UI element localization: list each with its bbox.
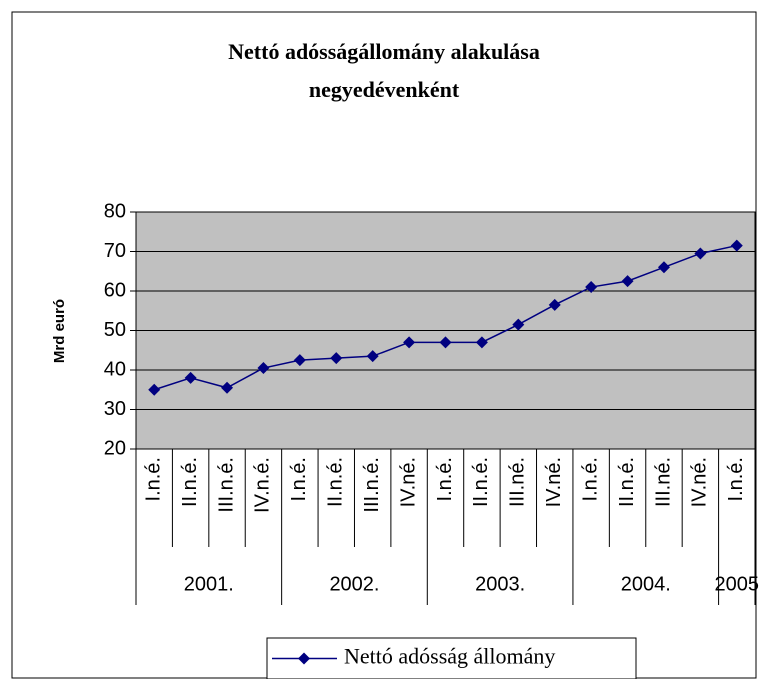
x-tick-label: IV.né. xyxy=(689,457,711,507)
x-tick-label: II.n.é. xyxy=(616,457,638,507)
y-axis-label: Mrd euró xyxy=(51,299,68,363)
y-tick-label: 40 xyxy=(104,358,126,380)
y-tick-label: 70 xyxy=(104,240,126,262)
marker xyxy=(548,298,561,311)
group-label: 2004. xyxy=(621,573,671,595)
marker xyxy=(257,362,270,375)
x-tick-label: IV.né. xyxy=(397,457,419,507)
x-tick-label: II.n.é. xyxy=(325,457,347,507)
x-tick-label: I.n.é. xyxy=(725,457,747,501)
marker xyxy=(585,281,598,294)
chart-title: negyedévenként xyxy=(309,77,460,102)
group-label: 2001. xyxy=(184,573,234,595)
x-tick-label: I.n.é. xyxy=(434,457,456,501)
marker xyxy=(403,336,416,349)
x-tick-label: IV.né. xyxy=(543,457,565,507)
group-label: 2003. xyxy=(475,573,525,595)
x-tick-label: II.n.é. xyxy=(470,457,492,507)
group-label: 2002. xyxy=(329,573,379,595)
marker xyxy=(694,247,707,260)
y-tick-label: 50 xyxy=(104,319,126,341)
x-tick-label: III.n.é. xyxy=(361,457,383,513)
x-tick-label: III.n.é. xyxy=(215,457,237,513)
x-tick-label: III.né. xyxy=(652,457,674,507)
chart-title: Nettó adósságállomány alakulása xyxy=(228,39,540,64)
group-label: 2005 xyxy=(715,573,760,595)
marker xyxy=(366,350,379,363)
marker xyxy=(475,336,488,349)
x-tick-label: I.n.é. xyxy=(288,457,310,501)
x-tick-label: I.n.é. xyxy=(142,457,164,501)
marker xyxy=(512,318,525,331)
x-tick-label: II.n.é. xyxy=(179,457,201,507)
y-tick-label: 60 xyxy=(104,279,126,301)
legend-marker xyxy=(298,652,310,665)
marker xyxy=(330,352,343,365)
marker xyxy=(657,261,670,274)
marker xyxy=(439,336,452,349)
marker xyxy=(293,354,306,367)
x-tick-label: III.né. xyxy=(507,457,529,507)
marker xyxy=(184,371,197,384)
marker xyxy=(148,383,161,396)
marker xyxy=(730,239,743,252)
x-tick-label: IV.n.é. xyxy=(252,457,274,513)
y-tick-label: 30 xyxy=(104,398,126,420)
marker xyxy=(621,275,634,288)
x-tick-label: I.n.é. xyxy=(579,457,601,501)
y-tick-label: 80 xyxy=(104,200,126,222)
legend-label: Nettó adósság állomány xyxy=(344,644,555,669)
marker xyxy=(221,381,234,394)
y-tick-label: 20 xyxy=(104,437,126,459)
